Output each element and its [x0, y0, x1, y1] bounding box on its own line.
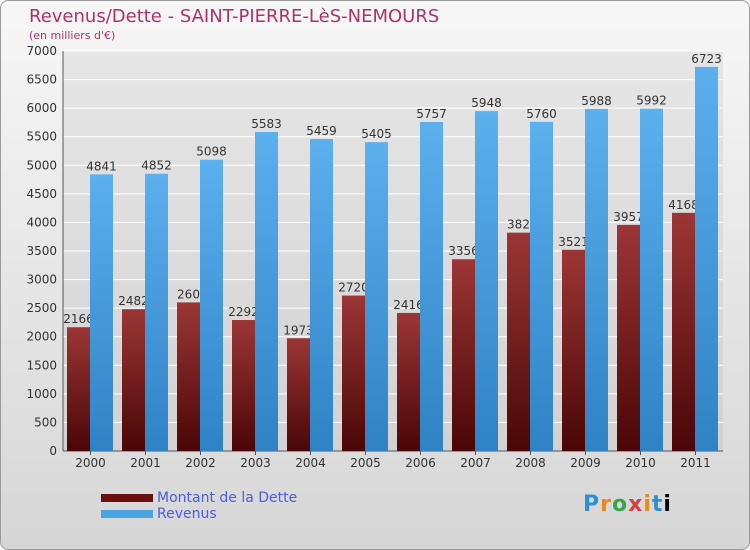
data-label-debt: 3957: [613, 210, 644, 224]
x-tick-label: 2005: [350, 456, 381, 470]
data-label-debt: 3356: [448, 244, 479, 258]
x-tick-label: 2001: [130, 456, 161, 470]
bar-revenue: [530, 121, 553, 451]
y-tick-label: 3000: [26, 273, 57, 287]
data-label-revenue: 4841: [86, 159, 117, 173]
bar-debt: [342, 295, 365, 451]
legend-swatch-revenue: [101, 510, 153, 518]
x-tick-label: 2004: [295, 456, 326, 470]
data-label-debt: 382: [507, 218, 530, 232]
x-tick-label: 2008: [515, 456, 546, 470]
bar-debt: [507, 232, 530, 451]
y-tick-label: 1000: [26, 387, 57, 401]
bar-revenue: [640, 108, 663, 451]
legend-label-revenue: Revenus: [157, 506, 217, 522]
x-tick-label: 2000: [75, 456, 106, 470]
legend-swatch-debt: [101, 494, 153, 502]
bar-revenue: [695, 66, 718, 451]
data-label-debt: 1973: [283, 323, 314, 337]
bar-revenue: [420, 122, 443, 452]
legend-item-revenue: Revenus: [101, 506, 217, 522]
bar-debt: [122, 309, 145, 451]
x-tick-label: 2002: [185, 456, 216, 470]
bar-revenue: [255, 131, 278, 451]
data-label-revenue: 5405: [361, 127, 392, 141]
y-tick-label: 2500: [26, 301, 57, 315]
data-label-revenue: 4852: [141, 159, 172, 173]
bar-debt: [452, 259, 475, 451]
bar-debt: [67, 327, 90, 451]
bar-revenue: [200, 159, 223, 451]
y-tick-label: 2000: [26, 330, 57, 344]
y-tick-label: 5500: [26, 130, 57, 144]
y-tick-label: 7000: [26, 44, 57, 58]
y-tick-label: 4500: [26, 187, 57, 201]
data-label-revenue: 6723: [691, 52, 722, 66]
legend-item-debt: Montant de la Dette: [101, 490, 297, 506]
x-tick-label: 2010: [625, 456, 656, 470]
bar-debt: [617, 224, 640, 451]
proxiti-logo: Proxiti: [583, 492, 672, 517]
x-tick-label: 2007: [460, 456, 491, 470]
chart-subtitle: (en milliers d'€): [29, 29, 116, 42]
y-tick-label: 500: [34, 415, 57, 429]
bar-debt: [397, 312, 420, 451]
data-label-debt: 3521: [558, 235, 589, 249]
x-tick-label: 2003: [240, 456, 271, 470]
y-tick-label: 1500: [26, 358, 57, 372]
y-tick-label: 6500: [26, 73, 57, 87]
data-label-revenue: 5459: [306, 124, 337, 138]
data-label-debt: 2416: [393, 298, 424, 312]
data-label-debt: 260: [177, 287, 200, 301]
y-tick-label: 0: [49, 444, 57, 458]
legend-label-debt: Montant de la Dette: [157, 490, 298, 506]
y-tick-label: 6000: [26, 101, 57, 115]
x-tick-label: 2006: [405, 456, 436, 470]
data-label-revenue: 5757: [416, 107, 447, 121]
data-label-debt: 2482: [118, 294, 149, 308]
bar-revenue: [145, 173, 168, 451]
y-tick-label: 4000: [26, 215, 57, 229]
bar-debt: [562, 249, 585, 451]
bar-revenue: [585, 108, 608, 451]
bar-revenue: [475, 111, 498, 451]
y-tick-label: 5000: [26, 158, 57, 172]
data-label-revenue: 5098: [196, 145, 227, 159]
data-label-debt: 2166: [63, 312, 94, 326]
bar-revenue: [310, 139, 333, 452]
x-tick-label: 2011: [680, 456, 711, 470]
data-label-revenue: 5948: [471, 96, 502, 110]
data-label-debt: 2292: [228, 305, 259, 319]
bar-revenue: [365, 142, 388, 451]
bar-debt: [232, 320, 255, 451]
bar-debt: [177, 302, 200, 451]
data-label-revenue: 5988: [581, 94, 612, 108]
y-tick-label: 3500: [26, 244, 57, 258]
chart-title: Revenus/Dette - SAINT-PIERRE-LèS-NEMOURS: [29, 6, 440, 27]
bar-debt: [672, 212, 695, 451]
x-tick-label: 2009: [570, 456, 601, 470]
data-label-revenue: 5583: [251, 117, 282, 131]
bar-revenue: [90, 174, 113, 451]
data-label-revenue: 5760: [526, 107, 557, 121]
data-label-debt: 4168: [668, 198, 699, 212]
data-label-revenue: 5992: [636, 94, 667, 108]
data-label-debt: 2720: [338, 281, 369, 295]
bar-debt: [287, 338, 310, 451]
